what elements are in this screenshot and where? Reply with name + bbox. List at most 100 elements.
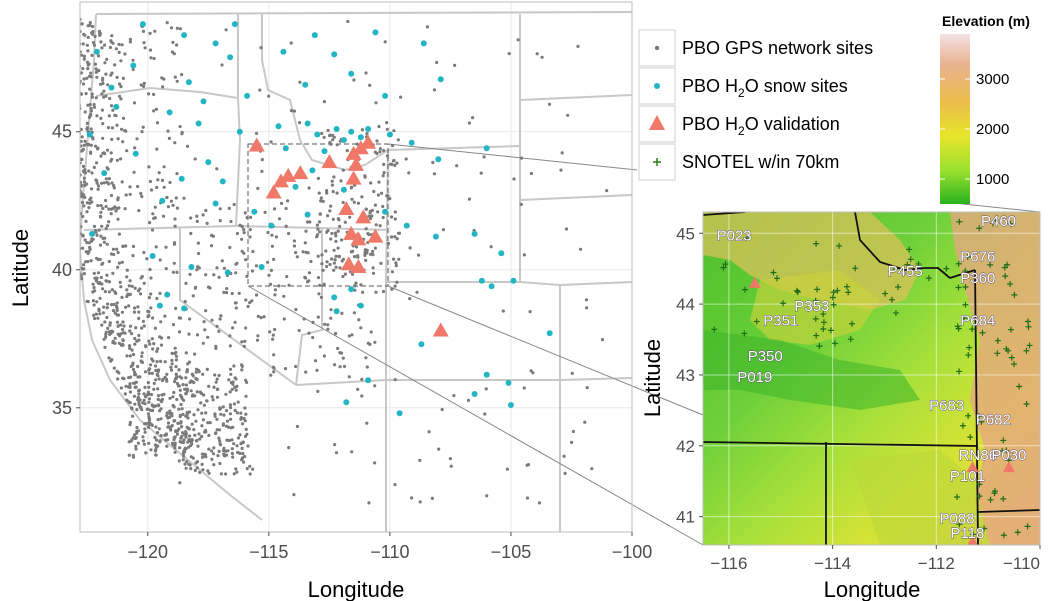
gps-site [585, 386, 589, 390]
gps-site [216, 454, 220, 458]
gps-site [244, 412, 248, 416]
gps-site [150, 337, 154, 341]
gps-site [377, 180, 381, 184]
inset-boundaries [703, 212, 1040, 545]
gps-site [109, 359, 113, 363]
gps-site [89, 187, 94, 191]
validation-site [352, 140, 369, 155]
snow-site [314, 131, 321, 138]
gps-site [177, 384, 181, 388]
gps-site [164, 432, 168, 436]
gps-site [200, 462, 204, 466]
gps-site [230, 451, 234, 456]
gps-site [98, 257, 102, 261]
gps-site [201, 372, 205, 376]
gps-site [228, 245, 232, 250]
gps-site [85, 76, 89, 80]
gps-site [212, 385, 216, 389]
gps-site [140, 351, 144, 355]
gps-site [186, 362, 190, 366]
gps-site [350, 185, 354, 189]
snotel-site [812, 315, 819, 322]
snotel-site [720, 264, 727, 271]
gps-site [85, 182, 89, 186]
gps-site [91, 290, 95, 294]
gps-site [63, 174, 66, 177]
gps-site [244, 427, 248, 431]
gps-site [169, 26, 174, 30]
gps-site [197, 370, 201, 374]
gps-site [169, 365, 173, 369]
gps-site [220, 259, 224, 263]
gps-site [330, 257, 334, 261]
gps-site [217, 428, 222, 432]
gps-site [334, 331, 338, 336]
gps-site [64, 237, 67, 240]
gps-site [69, 114, 72, 117]
gps-site [117, 50, 121, 55]
snotel-site [915, 260, 922, 267]
gps-site [306, 220, 310, 224]
snow-sites-layer [86, 21, 553, 417]
gps-site [82, 263, 86, 267]
gps-site [525, 463, 529, 467]
gps-site [131, 254, 135, 258]
gps-site [74, 89, 77, 92]
gps-site [217, 373, 221, 378]
gps-site [113, 336, 117, 340]
gps-site [192, 380, 196, 385]
gps-site [149, 306, 153, 310]
gps-site [76, 143, 79, 146]
gps-site [356, 387, 360, 391]
gps-site [125, 275, 129, 279]
gps-site [367, 233, 371, 237]
gps-site [483, 412, 487, 416]
gps-site [185, 425, 189, 429]
gps-site [107, 207, 111, 211]
gps-site [82, 180, 87, 184]
gps-site [63, 234, 66, 237]
gps-site [397, 231, 401, 235]
gps-site [224, 28, 228, 32]
gps-site [333, 231, 338, 235]
gps-site [272, 353, 276, 357]
gps-site [81, 147, 85, 151]
gps-site [129, 375, 133, 379]
gps-site [183, 462, 187, 466]
gps-site [233, 408, 237, 413]
snow-site [432, 233, 439, 240]
validation-site [340, 256, 357, 271]
gps-site [103, 320, 107, 324]
gps-site [170, 362, 174, 366]
gps-site [146, 381, 150, 385]
gps-site [224, 453, 229, 457]
gps-site [127, 284, 131, 288]
inset-site-label: P101 [950, 468, 985, 485]
boundary-nevada-east [295, 228, 323, 386]
gps-site [135, 425, 139, 430]
gps-site [203, 328, 207, 332]
gps-site [87, 169, 91, 173]
snotel-site [753, 318, 760, 325]
snow-site [365, 377, 372, 384]
gps-site [66, 215, 69, 218]
boundary-washington-oregon [95, 86, 239, 99]
gps-site [56, 69, 59, 72]
gps-site [214, 431, 218, 436]
gps-site [159, 343, 164, 347]
gps-site [200, 424, 204, 428]
gps-site [185, 387, 190, 391]
boundary-ne-sd [519, 194, 632, 201]
gps-site [166, 438, 170, 442]
gps-site [158, 440, 162, 444]
gps-site [272, 370, 276, 374]
gps-site [67, 37, 70, 40]
snotel-site [845, 289, 852, 296]
gps-site [92, 102, 96, 107]
gps-site [50, 48, 53, 51]
gps-site [89, 109, 93, 113]
gps-site [131, 67, 135, 72]
snotel-site [1014, 529, 1021, 536]
gps-site [388, 162, 393, 166]
gps-site [62, 185, 65, 188]
